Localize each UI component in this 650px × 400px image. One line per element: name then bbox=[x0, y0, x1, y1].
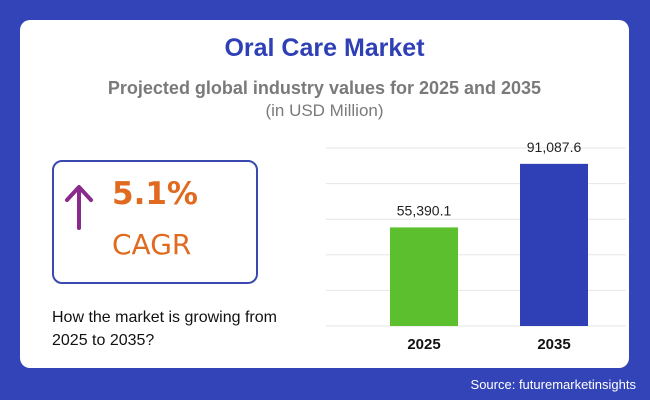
cagr-box: 5.1% CAGR bbox=[52, 160, 258, 284]
data-label-2035: 91,087.6 bbox=[527, 139, 582, 155]
bar-chart: 55,390.1 2025 91,087.6 2035 bbox=[326, 139, 626, 353]
cagr-label: CAGR bbox=[112, 228, 192, 261]
x-tick-label-2035: 2035 bbox=[537, 336, 570, 353]
bar-2025 bbox=[390, 227, 458, 326]
arrow-up-icon bbox=[65, 185, 93, 230]
growth-question: How the market is growing from 2025 to 2… bbox=[52, 309, 277, 349]
chart-subtitle: Projected global industry values for 202… bbox=[107, 78, 542, 98]
data-label-2025: 55,390.1 bbox=[397, 202, 452, 218]
bar-2035 bbox=[520, 163, 588, 326]
source-text: Source: futuremarketinsights bbox=[470, 377, 636, 392]
cagr-value: 5.1% bbox=[112, 176, 198, 212]
chart-title: Oral Care Market bbox=[224, 34, 425, 62]
chart-unit: (in USD Million) bbox=[265, 101, 384, 120]
infographic-card: Oral Care Market Projected global indust… bbox=[20, 20, 629, 368]
x-tick-label-2025: 2025 bbox=[407, 336, 440, 353]
